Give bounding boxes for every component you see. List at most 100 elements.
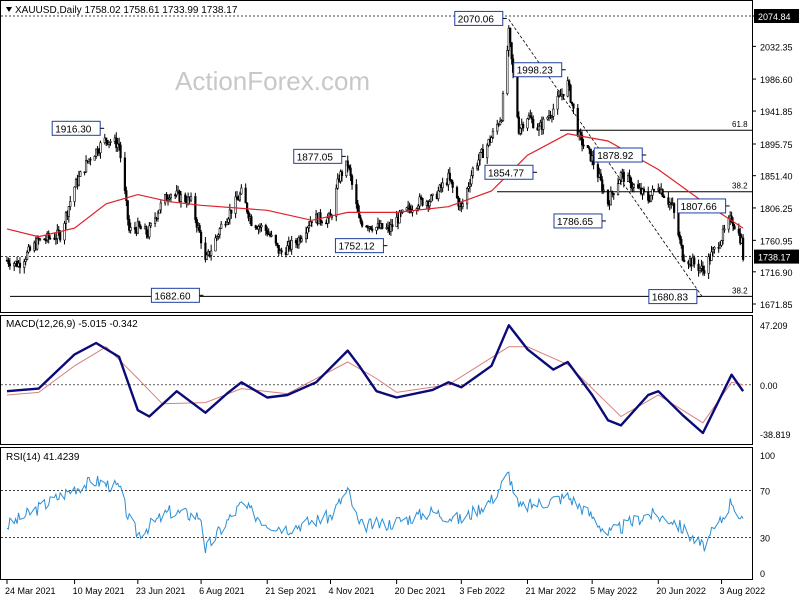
candle-body [260,225,263,228]
candle-body [652,188,656,191]
candle-body [599,173,602,181]
rsi-layer [1,471,752,554]
candle-body [467,186,470,189]
candle-body [450,179,453,183]
price-annotation-label: 1878.92 [597,151,634,162]
candle-body [637,184,640,189]
candle-body [348,165,351,169]
price-annotation-label: 1998.23 [517,66,554,77]
candle-body [451,181,454,188]
candle-body [499,120,502,125]
macd-label: MACD(12,26,9) -5.015 -0.342 [6,319,138,330]
candle-body [294,240,298,244]
candle-body [77,176,80,186]
candle-body [7,260,10,264]
candle-body [618,179,621,184]
candle-body [408,205,411,210]
candle-body [218,228,221,236]
fib-label: 38.2 [732,286,748,295]
price-tick-label: 1851.40 [760,172,793,182]
candle-body [179,194,183,202]
candle-body [139,226,142,230]
candle-body [596,164,600,178]
candle-body [158,209,161,214]
candle-body [526,118,529,129]
candle-body [345,160,348,177]
candle-body [461,203,464,207]
candle-body [481,148,484,159]
candle-body [97,152,101,155]
candle-body [254,225,257,229]
x-tick-label: 5 May 2022 [590,586,637,596]
x-tick-label: 21 Sep 2021 [265,586,316,596]
candle-body [501,93,505,121]
candle-body [310,221,313,223]
candle-body [490,137,493,143]
candle-body [270,234,273,237]
candle-body [133,227,137,230]
candle-body [611,191,614,194]
price-tick-label: 1895.75 [760,140,793,150]
x-tick-label: 20 Dec 2021 [395,586,446,596]
candle-body [602,189,605,192]
macd-line [6,324,745,435]
candle-body [79,171,82,177]
candle-body [225,221,229,225]
candle-body [277,244,280,254]
candle-body [125,190,128,201]
candle-body [145,226,148,235]
candle-body [619,172,623,181]
candle-body [175,190,178,196]
macd-tick-label: 47.209 [760,321,788,331]
candle-body [73,186,76,202]
candle-body [119,144,122,159]
candle-body [719,244,722,249]
candle-body [228,209,231,220]
candle-body [166,198,170,201]
candle-body [642,188,646,193]
candle-body [319,212,322,222]
price-annotation-label: 1854.77 [488,168,525,179]
candle-body [266,230,269,235]
candle-body [49,237,52,240]
candle-body [309,221,312,226]
x-tick-label: 24 Mar 2021 [5,586,56,596]
candle-body [227,218,230,223]
rsi-line [6,471,744,554]
candle-body [693,257,696,265]
candle-body [38,238,42,241]
candle-body [369,226,372,230]
macd-tick-label: -38.819 [760,430,791,440]
candle-body [18,262,22,268]
candle-body [198,225,201,233]
candle-body [710,251,713,261]
candle-body [609,191,612,206]
candle-body [516,72,519,118]
x-tick-label: 3 Aug 2022 [720,586,766,596]
candle-body [195,219,198,228]
candle-body [506,50,509,94]
candle-body [358,211,361,219]
candle-body [629,177,633,188]
x-tick-label: 23 Jun 2021 [136,586,186,596]
candle-body [510,42,513,60]
candle-body [711,248,715,253]
collapse-triangle-icon[interactable] [6,7,12,12]
candle-body [93,156,96,161]
price-tick-label: 1806.25 [760,204,793,214]
grid-layer: 61.8 38.2 38.2 [1,15,752,298]
candle-body [336,178,339,189]
candle-body [43,238,46,241]
candle-body [723,228,726,231]
price-tick-label: 1986.60 [760,75,793,85]
candle-body [118,143,121,146]
candle-body [350,175,354,185]
candle-body [356,203,359,213]
candle-body [650,194,653,202]
x-tick-label: 3 Feb 2022 [459,586,505,596]
candle-body [431,193,434,196]
candle-body [136,221,139,234]
moving-average-line [6,133,744,238]
candle-body [286,245,289,255]
